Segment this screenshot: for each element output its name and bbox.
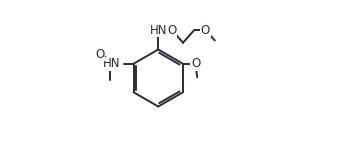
Text: O: O xyxy=(95,48,105,60)
Text: HN: HN xyxy=(150,24,167,36)
Text: O: O xyxy=(191,57,200,70)
Text: O: O xyxy=(201,24,210,36)
Text: HN: HN xyxy=(103,57,121,70)
Text: O: O xyxy=(167,24,176,36)
